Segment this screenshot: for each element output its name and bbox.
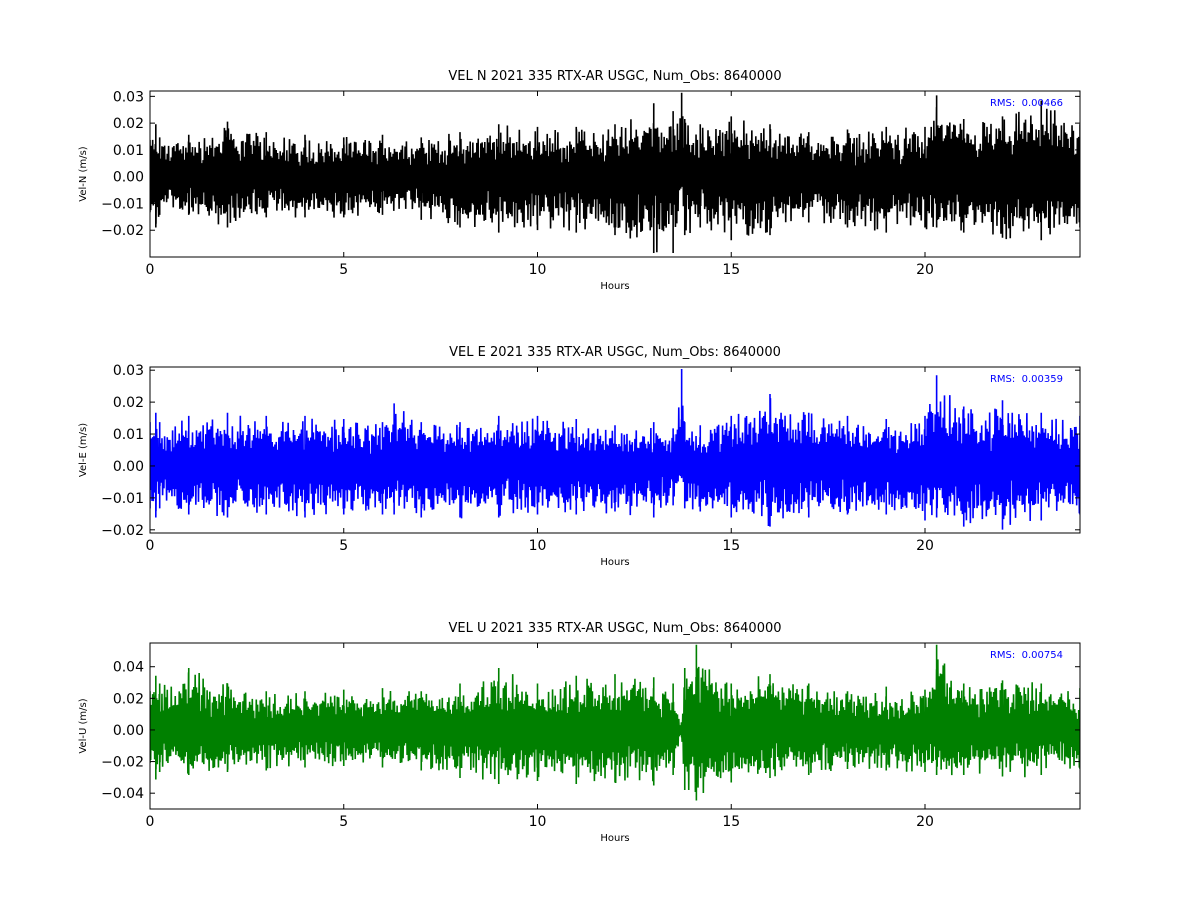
y-tick-label: 0.03 bbox=[113, 363, 144, 379]
x-tick-label: 0 bbox=[146, 262, 155, 278]
x-tick-label: 5 bbox=[339, 538, 348, 554]
y-tick-label: −0.02 bbox=[101, 523, 144, 539]
chart-title: VEL E 2021 335 RTX-AR USGC, Num_Obs: 864… bbox=[449, 345, 781, 360]
plot-frame bbox=[149, 642, 1081, 810]
series-line bbox=[150, 644, 1080, 801]
x-tick-label: 10 bbox=[529, 814, 547, 830]
series-line bbox=[150, 368, 1080, 530]
y-tick-label: 0.00 bbox=[113, 170, 144, 186]
y-tick-label: 0.00 bbox=[113, 459, 144, 475]
y-tick-label: 0.01 bbox=[113, 427, 144, 443]
x-tick-label: 0 bbox=[146, 814, 155, 830]
y-tick-label: 0.00 bbox=[113, 723, 144, 739]
chart-panel-2: 0 5 10 15 20 −0.02 −0.01 0.00 0.01 0.02 0.03 VEL E … bbox=[78, 345, 1081, 568]
plot-frame bbox=[149, 90, 1081, 258]
rms-annotation: RMS: 0.00466 bbox=[990, 98, 1063, 109]
x-axis-label: Hours bbox=[600, 281, 629, 292]
x-tick-label: 15 bbox=[722, 262, 740, 278]
x-tick-label: 20 bbox=[916, 538, 934, 554]
x-tick-label: 0 bbox=[146, 538, 155, 554]
x-tick-label: 5 bbox=[339, 814, 348, 830]
x-tick-label: 15 bbox=[722, 814, 740, 830]
x-tick-label: 20 bbox=[916, 262, 934, 278]
y-tick-label: −0.01 bbox=[101, 491, 144, 507]
x-tick-label: 10 bbox=[529, 538, 547, 554]
y-tick-label: 0.02 bbox=[113, 691, 144, 707]
rms-annotation: RMS: 0.00754 bbox=[990, 650, 1063, 661]
y-tick-label: −0.04 bbox=[101, 786, 144, 802]
x-tick-label: 10 bbox=[529, 262, 547, 278]
y-tick-label: −0.02 bbox=[101, 755, 144, 771]
plot-frame bbox=[149, 366, 1081, 534]
y-axis-label: Vel-U (m/s) bbox=[78, 698, 89, 753]
x-tick-label: 20 bbox=[916, 814, 934, 830]
y-axis-label: Vel-E (m/s) bbox=[78, 423, 89, 477]
rms-annotation: RMS: 0.00359 bbox=[990, 374, 1063, 385]
y-tick-label: 0.02 bbox=[113, 116, 144, 132]
y-axis-label: Vel-N (m/s) bbox=[78, 146, 89, 201]
chart-panel-1: 0 5 10 15 20 −0.02 −0.01 0.00 0.01 0.02 0.03 VEL N … bbox=[78, 69, 1081, 292]
series-line bbox=[150, 92, 1080, 253]
y-tick-label: −0.02 bbox=[101, 223, 144, 239]
y-tick-label: 0.02 bbox=[113, 395, 144, 411]
chart-title: VEL U 2021 335 RTX-AR USGC, Num_Obs: 864… bbox=[448, 621, 781, 636]
y-tick-label: 0.04 bbox=[113, 660, 144, 676]
x-tick-label: 5 bbox=[339, 262, 348, 278]
y-tick-label: 0.03 bbox=[113, 89, 144, 105]
y-tick-label: 0.01 bbox=[113, 143, 144, 159]
y-tick-label: −0.01 bbox=[101, 196, 144, 212]
x-tick-label: 15 bbox=[722, 538, 740, 554]
x-axis-label: Hours bbox=[600, 557, 629, 568]
chart-panel-3: 0 5 10 15 20 −0.04 −0.02 0.00 0.02 0.04 VEL U 2021… bbox=[78, 621, 1081, 844]
chart-title: VEL N 2021 335 RTX-AR USGC, Num_Obs: 864… bbox=[448, 69, 781, 84]
x-axis-label: Hours bbox=[600, 833, 629, 844]
